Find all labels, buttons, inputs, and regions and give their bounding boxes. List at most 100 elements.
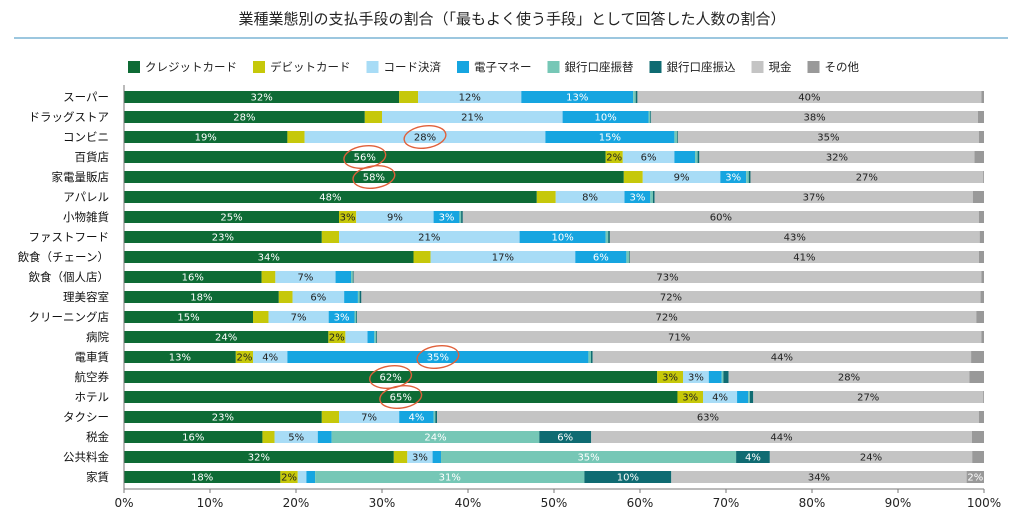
bar-segment	[720, 171, 747, 183]
bar-segment	[981, 271, 984, 283]
bar-segment	[748, 171, 751, 183]
category-label: スーパー	[63, 90, 109, 104]
data-label: 3%	[725, 173, 741, 184]
data-label: 6%	[310, 293, 326, 304]
bar-segment	[575, 251, 627, 263]
data-label: 56%	[354, 153, 376, 164]
data-label: 10%	[594, 113, 616, 124]
x-tick-label: 20%	[283, 496, 310, 510]
bar-segment	[971, 431, 984, 443]
category-label: 公共料金	[63, 450, 109, 464]
bar-row: 13% 2% 4% 35% 44%	[124, 351, 984, 364]
bar-segment	[642, 171, 721, 183]
bar-segment	[435, 411, 438, 423]
category-label: コンビニ	[63, 130, 109, 144]
bar-segment	[262, 431, 275, 443]
bar-row: 18% 6% 72%	[124, 291, 984, 304]
bar-segment	[399, 411, 434, 423]
data-label: 31%	[439, 473, 461, 484]
bar-segment	[969, 371, 984, 383]
bar-row: 25% 3% 9% 3% 60%	[124, 211, 984, 224]
bar-segment	[695, 151, 698, 163]
bar-segment	[697, 151, 700, 163]
bar-segment	[977, 111, 984, 123]
legend-item: その他	[807, 60, 859, 74]
legend-swatch	[547, 61, 560, 73]
bar-segment	[519, 231, 606, 243]
bar-segment	[351, 271, 353, 283]
bar-segment	[354, 311, 357, 323]
data-label: 41%	[793, 253, 815, 264]
bar-row: 34% 17% 6% 41%	[124, 251, 984, 264]
bar-segment	[356, 311, 358, 323]
category-label: ドラッグストア	[29, 110, 110, 124]
data-label: 3%	[688, 373, 704, 384]
bar-segment	[966, 471, 984, 483]
x-tick-label: 50%	[541, 496, 568, 510]
legend-swatch	[649, 61, 662, 73]
bar-segment	[292, 291, 345, 303]
bar-segment	[339, 211, 357, 223]
bar-segment	[749, 391, 754, 403]
data-label: 7%	[291, 313, 307, 324]
bar-segment	[629, 251, 979, 263]
highlight-circle	[403, 125, 447, 149]
bar-segment	[124, 171, 624, 183]
category-label: タクシー	[63, 410, 109, 424]
legend-label: 銀行口座振替	[565, 60, 634, 74]
bar-segment	[357, 291, 360, 303]
bar-segment	[624, 191, 651, 203]
data-label: 32%	[248, 453, 270, 464]
data-label: 10%	[551, 233, 573, 244]
data-label: 34%	[258, 253, 280, 264]
bar-segment	[980, 291, 984, 303]
bar-segment	[769, 451, 973, 463]
bar-segment	[268, 311, 329, 323]
data-label: 27%	[856, 173, 878, 184]
bar-segment	[352, 271, 354, 283]
bar-segment	[979, 231, 984, 243]
bar-segment	[748, 391, 750, 403]
bar-segment	[459, 211, 462, 223]
bar-segment	[981, 331, 984, 343]
bar-segment	[703, 391, 738, 403]
category-label: 電車賃	[75, 350, 110, 364]
bar-segment	[677, 391, 704, 403]
bar-segment	[605, 151, 623, 163]
category-label: 病院	[86, 330, 109, 344]
legend-item: クレジットカード	[128, 60, 237, 74]
bar-segment	[367, 331, 375, 343]
bar-segment	[584, 471, 672, 483]
legend-label: デビットカード	[270, 60, 351, 74]
data-label: 72%	[660, 293, 682, 304]
data-label: 24%	[860, 453, 882, 464]
bar-segment	[654, 191, 973, 203]
bar-segment	[648, 111, 651, 123]
bars: 32% 12% 13% 40% 28% 21% 10% 38% 19% 28% 15% 35% 56% 2…	[124, 91, 984, 484]
x-tick-label: 40%	[455, 496, 482, 510]
bar-segment	[317, 431, 332, 443]
data-label: 10%	[617, 473, 639, 484]
bar-segment	[321, 411, 339, 423]
data-label: 44%	[770, 433, 792, 444]
data-label: 3%	[412, 453, 428, 464]
data-label: 23%	[212, 233, 234, 244]
bar-segment	[297, 471, 307, 483]
bar-row: 19% 28% 15% 35%	[124, 131, 984, 144]
bar-segment	[280, 471, 298, 483]
data-label: 32%	[250, 93, 272, 104]
bar-segment	[393, 451, 408, 463]
bar-segment	[539, 431, 592, 443]
bar-segment	[124, 331, 329, 343]
bar-segment	[983, 171, 984, 183]
x-axis: 0% 10% 20% 30% 40% 50% 60% 70% 80% 90% 100%	[114, 85, 1001, 510]
legend-item: 電子マネー	[457, 60, 532, 74]
bar-segment	[978, 211, 984, 223]
data-label: 4%	[262, 353, 278, 364]
bar-segment	[430, 251, 576, 263]
bar-segment	[274, 431, 318, 443]
data-label: 28%	[233, 113, 255, 124]
bar-segment	[972, 191, 984, 203]
data-label: 19%	[195, 133, 217, 144]
bar-row: 58% 9% 3% 27%	[124, 171, 984, 184]
